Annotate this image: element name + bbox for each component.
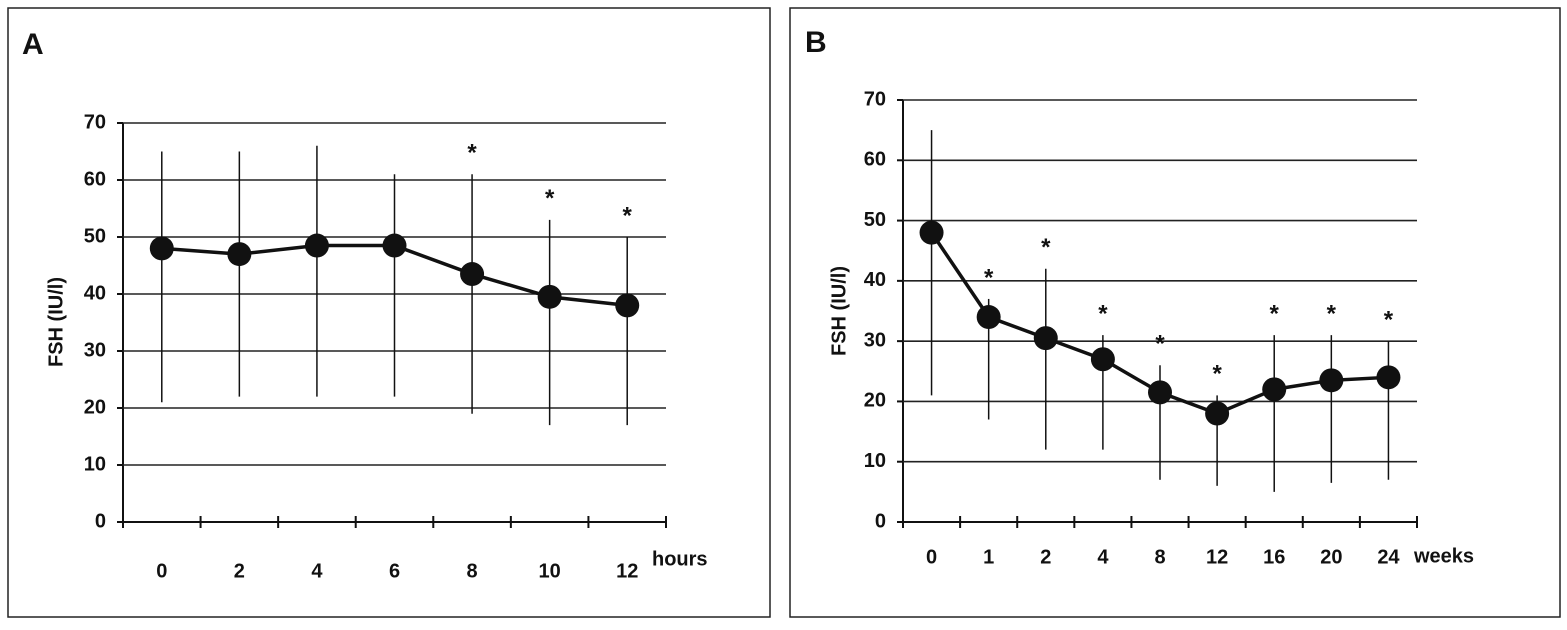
y-tick-label: 30 — [864, 329, 886, 351]
x-tick-label: 4 — [311, 560, 323, 582]
data-point — [460, 262, 485, 287]
x-tick-label: 2 — [234, 560, 245, 582]
y-tick-label: 40 — [864, 269, 886, 291]
x-tick-label: 2 — [1040, 546, 1051, 568]
x-tick-label: 20 — [1320, 546, 1342, 568]
y-tick-label: 10 — [864, 450, 886, 472]
y-tick-label: 40 — [84, 282, 106, 304]
x-tick-label: 8 — [1154, 546, 1165, 568]
significance-marker: * — [1155, 331, 1165, 358]
panel-label: B — [805, 26, 827, 59]
x-axis-label: weeks — [1413, 545, 1474, 567]
y-tick-label: 60 — [864, 149, 886, 171]
x-tick-label: 24 — [1377, 546, 1400, 568]
data-point — [919, 220, 944, 245]
panel-frame — [789, 7, 1561, 618]
significance-marker: * — [984, 264, 994, 291]
y-tick-label: 50 — [84, 225, 106, 247]
significance-marker: * — [1270, 300, 1280, 327]
data-point — [227, 242, 252, 267]
significance-marker: * — [1212, 361, 1222, 388]
y-tick-label: 70 — [864, 88, 886, 110]
y-tick-label: 10 — [84, 453, 106, 475]
data-point — [1319, 368, 1344, 393]
data-point — [382, 233, 407, 258]
y-tick-label: 60 — [84, 168, 106, 190]
x-tick-label: 6 — [389, 560, 400, 582]
significance-marker: * — [1041, 234, 1051, 261]
y-tick-label: 20 — [864, 390, 886, 412]
y-axis-label: FSH (IU/l) — [45, 277, 67, 367]
x-tick-label: 8 — [467, 560, 478, 582]
x-tick-label: 0 — [926, 546, 937, 568]
panel-label: A — [22, 28, 44, 61]
x-tick-label: 4 — [1097, 546, 1109, 568]
x-axis-label: hours — [652, 548, 708, 570]
x-tick-label: 12 — [616, 560, 638, 582]
y-tick-label: 20 — [84, 396, 106, 418]
y-tick-label: 30 — [84, 339, 106, 361]
y-tick-label: 70 — [84, 111, 106, 133]
data-point — [304, 233, 329, 258]
y-tick-label: 50 — [864, 209, 886, 231]
significance-marker: * — [467, 140, 477, 167]
y-tick-label: 0 — [95, 510, 106, 532]
x-tick-label: 12 — [1206, 546, 1228, 568]
y-tick-label: 0 — [875, 510, 886, 532]
x-tick-label: 16 — [1263, 546, 1285, 568]
significance-marker: * — [545, 185, 555, 212]
significance-marker: * — [1327, 300, 1337, 327]
data-point — [976, 305, 1001, 330]
data-point — [149, 236, 174, 261]
data-point — [1148, 380, 1172, 405]
data-point — [537, 284, 562, 309]
data-point — [1205, 401, 1230, 426]
data-point — [1090, 347, 1115, 372]
y-axis-label: FSH (IU/l) — [828, 266, 850, 356]
x-tick-label: 1 — [983, 546, 994, 568]
data-point — [615, 293, 640, 318]
data-point — [1033, 326, 1058, 351]
x-tick-label: 0 — [156, 560, 167, 582]
significance-marker: * — [1098, 300, 1108, 327]
significance-marker: * — [623, 202, 633, 229]
x-tick-label: 10 — [539, 560, 561, 582]
significance-marker: * — [1384, 306, 1394, 333]
data-point — [1262, 377, 1287, 402]
panel-frame — [7, 7, 771, 618]
data-point — [1376, 365, 1401, 390]
